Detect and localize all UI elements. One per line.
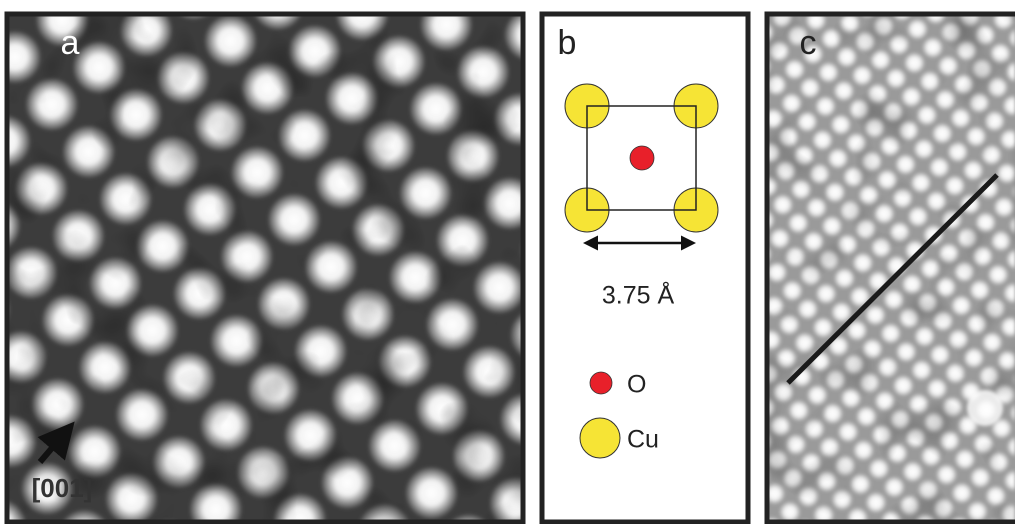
panel-label: c — [800, 24, 817, 62]
panel-c-image — [765, 12, 1015, 524]
legend-label: Cu — [627, 426, 659, 454]
scale-label: 3.75 Å — [602, 280, 675, 310]
panel-label: b — [558, 24, 577, 62]
page: a [001] b 3.75 Å O Cu c (() => { const d… — [0, 0, 1015, 524]
o-atom — [630, 146, 654, 170]
figure: a [001] b 3.75 Å O Cu c — [0, 0, 1015, 524]
panel-label: a — [61, 24, 80, 62]
direction-label: [001] — [32, 473, 93, 503]
legend-o-symbol — [590, 372, 612, 394]
legend-label: O — [627, 371, 646, 399]
panel-a-image — [5, 12, 525, 524]
legend-cu-symbol — [580, 418, 620, 458]
